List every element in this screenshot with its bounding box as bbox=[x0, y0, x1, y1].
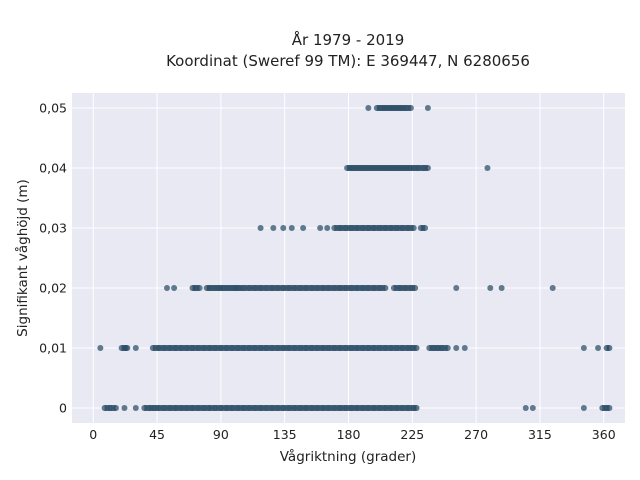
data-point bbox=[121, 405, 128, 411]
y-tick-label: 0,05 bbox=[39, 101, 67, 116]
x-tick-label: 135 bbox=[273, 427, 297, 442]
y-tick-label: 0,02 bbox=[39, 281, 67, 296]
x-tick-label: 360 bbox=[592, 427, 616, 442]
data-point bbox=[461, 345, 468, 351]
data-point bbox=[487, 285, 494, 291]
data-point bbox=[171, 285, 178, 291]
data-point bbox=[132, 405, 139, 411]
data-point bbox=[97, 345, 104, 351]
data-point bbox=[317, 225, 324, 231]
x-tick-label: 225 bbox=[400, 427, 424, 442]
data-point bbox=[132, 345, 139, 351]
x-tick-label: 90 bbox=[213, 427, 229, 442]
y-tick-label: 0,04 bbox=[39, 161, 67, 176]
data-point bbox=[580, 345, 587, 351]
x-axis-label: Vågriktning (grader) bbox=[280, 448, 417, 465]
data-point bbox=[257, 225, 264, 231]
x-tick-label: 45 bbox=[149, 427, 165, 442]
x-tick-label: 270 bbox=[464, 427, 488, 442]
data-points bbox=[97, 105, 613, 411]
data-point bbox=[498, 285, 505, 291]
x-axis-ticks: 0 45 90 135 180 225 270 315 360 bbox=[89, 427, 615, 442]
data-point bbox=[595, 345, 602, 351]
data-point bbox=[529, 405, 536, 411]
data-point bbox=[522, 405, 529, 411]
data-point bbox=[484, 165, 491, 171]
y-tick-label: 0,03 bbox=[39, 221, 67, 236]
y-axis-label: Signifikant våghöjd (m) bbox=[14, 179, 31, 337]
data-point bbox=[365, 105, 372, 111]
data-point bbox=[424, 105, 431, 111]
data-point bbox=[300, 225, 307, 231]
chart-title: År 1979 - 2019 bbox=[292, 30, 405, 49]
y-axis-ticks: 0 0,01 0,02 0,03 0,04 0,05 bbox=[39, 101, 67, 416]
x-tick-label: 0 bbox=[89, 427, 97, 442]
x-tick-label: 315 bbox=[528, 427, 552, 442]
data-point bbox=[280, 225, 287, 231]
data-point bbox=[549, 285, 556, 291]
chart-subtitle: Koordinat (Sweref 99 TM): E 369447, N 62… bbox=[166, 52, 530, 70]
data-point bbox=[453, 345, 460, 351]
y-tick-label: 0,01 bbox=[39, 341, 67, 356]
y-tick-label: 0 bbox=[59, 401, 67, 416]
data-point bbox=[324, 225, 331, 231]
data-point bbox=[288, 225, 295, 231]
data-point bbox=[164, 285, 171, 291]
data-point bbox=[453, 285, 460, 291]
data-point bbox=[580, 405, 587, 411]
data-point bbox=[270, 225, 277, 231]
x-tick-label: 180 bbox=[337, 427, 361, 442]
